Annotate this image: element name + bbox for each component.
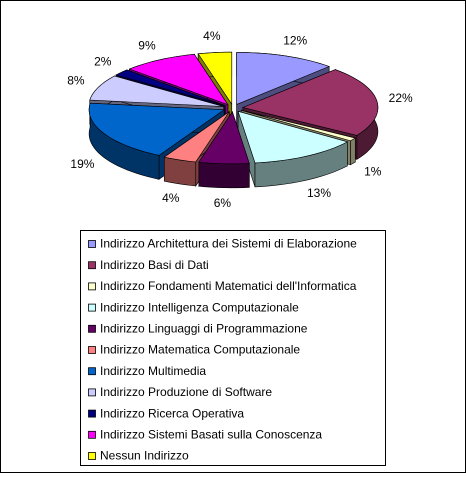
legend-label: Nessun Indirizzo [100, 449, 189, 463]
legend-label: Indirizzo Multimedia [100, 364, 206, 378]
legend-swatch [88, 430, 96, 439]
legend-label: Indirizzo Fondamenti Matematici dell'Inf… [100, 279, 357, 293]
legend-label: Indirizzo Matematica Computazionale [100, 343, 300, 357]
data-label: 19% [70, 157, 94, 171]
data-label: 8% [67, 74, 85, 88]
legend-label: Indirizzo Produzione di Software [100, 385, 272, 399]
legend-swatch [88, 324, 96, 333]
legend-label: Indirizzo Basi di Dati [100, 258, 209, 272]
pie-slice [241, 109, 357, 142]
data-label: 6% [214, 196, 232, 210]
legend-swatch [88, 409, 96, 418]
data-label: 4% [162, 191, 180, 205]
slice-wall [350, 137, 356, 166]
legend-swatch [88, 367, 96, 376]
data-label: 22% [389, 91, 413, 105]
pie-slice [89, 75, 224, 107]
legend-label: Indirizzo Linguaggi di Programmazione [100, 321, 308, 335]
legend-label: Indirizzo Intelligenza Computazionale [100, 300, 299, 314]
pie-slice [197, 51, 233, 106]
legend-box [80, 230, 386, 466]
legend-label: Indirizzo Sistemi Basati sulla Conoscenz… [100, 427, 322, 441]
legend-swatch [88, 346, 96, 354]
legend-swatch [88, 303, 96, 312]
legend-swatch [88, 282, 96, 291]
legend-swatch [88, 261, 96, 270]
pie-slice [198, 111, 250, 165]
legend-swatch [88, 452, 96, 460]
data-label: 13% [307, 186, 331, 200]
pie-slice [128, 54, 229, 106]
legend-label: Indirizzo Architettura dei Sistemi di El… [100, 237, 357, 251]
legend-label: Indirizzo Ricerca Operativa [100, 406, 244, 420]
pie-slice [236, 52, 330, 105]
data-label: 4% [203, 29, 221, 43]
pie-slice [237, 110, 349, 164]
legend-swatch [88, 240, 96, 248]
pie-slice [88, 102, 225, 156]
legend-swatch [88, 388, 96, 397]
data-label: 9% [138, 38, 156, 52]
data-label: 12% [283, 33, 307, 47]
data-label: 1% [364, 165, 382, 179]
pie-slice [115, 69, 226, 106]
data-label: 2% [94, 54, 112, 68]
pie-slice [163, 111, 230, 163]
pie-slice [241, 69, 379, 136]
slice-wall [198, 161, 250, 189]
